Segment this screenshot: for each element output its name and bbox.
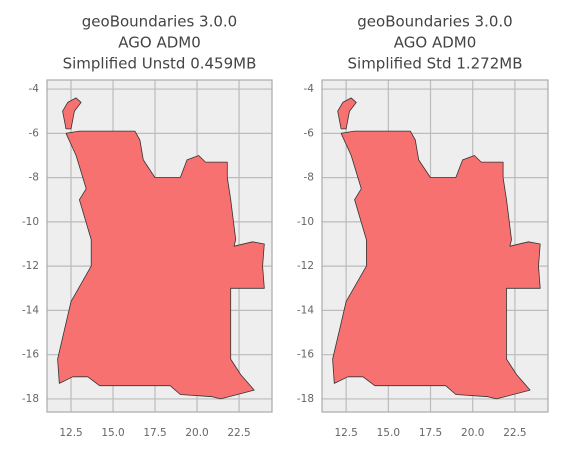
y-tick-label: -14: [297, 304, 314, 316]
chart-title: Simplified Std 1.272MB: [348, 55, 523, 73]
chart-title: AGO ADM0: [118, 34, 201, 52]
y-tick-label: -18: [22, 393, 39, 405]
x-tick-label: 12.5: [59, 427, 82, 439]
plot-frame: [46, 79, 273, 413]
y-tick-label: -4: [29, 83, 40, 95]
y-tick-label: -12: [297, 260, 314, 272]
y-tick-label: -16: [22, 349, 39, 361]
country-shape: [57, 97, 265, 400]
chart-title: Simplified Unstd 0.459MB: [63, 55, 257, 73]
y-tick-label: -16: [297, 349, 314, 361]
chart-title: geoBoundaries 3.0.0: [357, 13, 512, 31]
country-shape: [332, 97, 541, 400]
y-tick-label: -8: [304, 172, 314, 184]
x-tick-label: 20.0: [185, 427, 208, 439]
chart-title: geoBoundaries 3.0.0: [82, 13, 237, 31]
x-tick-label: 15.0: [101, 427, 124, 439]
y-tick-label: -6: [304, 127, 315, 139]
x-tick-label: 22.5: [227, 427, 250, 439]
plot-frame: [321, 79, 549, 413]
x-tick-label: 15.0: [377, 427, 400, 439]
y-tick-label: -12: [22, 260, 39, 272]
y-tick-label: -8: [29, 172, 39, 184]
y-tick-label: -18: [297, 393, 314, 405]
y-tick-label: -14: [22, 304, 39, 316]
y-tick-label: -10: [22, 216, 39, 228]
x-tick-label: 22.5: [503, 427, 526, 439]
chart-title: AGO ADM0: [394, 34, 477, 52]
x-tick-label: 20.0: [461, 427, 484, 439]
x-tick-label: 17.5: [419, 427, 442, 439]
x-tick-label: 12.5: [334, 427, 357, 439]
y-tick-label: -6: [29, 127, 40, 139]
x-tick-label: 17.5: [143, 427, 166, 439]
y-tick-label: -4: [304, 83, 315, 95]
y-tick-label: -10: [297, 216, 314, 228]
